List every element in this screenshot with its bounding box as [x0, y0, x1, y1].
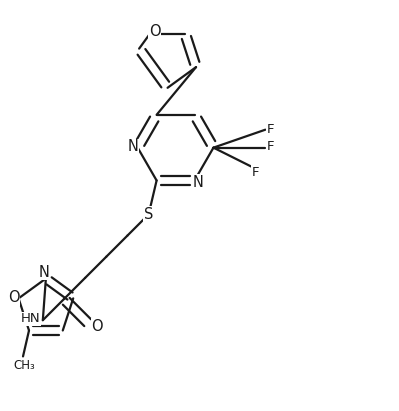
- Text: F: F: [267, 140, 274, 153]
- Text: O: O: [8, 290, 20, 305]
- Text: F: F: [252, 166, 259, 179]
- Text: N: N: [192, 175, 203, 190]
- Text: HN: HN: [21, 312, 41, 326]
- Text: O: O: [149, 24, 160, 39]
- Text: S: S: [144, 207, 153, 222]
- Text: CH₃: CH₃: [13, 359, 35, 372]
- Text: F: F: [267, 123, 274, 136]
- Text: N: N: [38, 265, 49, 279]
- Text: N: N: [127, 139, 138, 155]
- Text: O: O: [91, 319, 103, 334]
